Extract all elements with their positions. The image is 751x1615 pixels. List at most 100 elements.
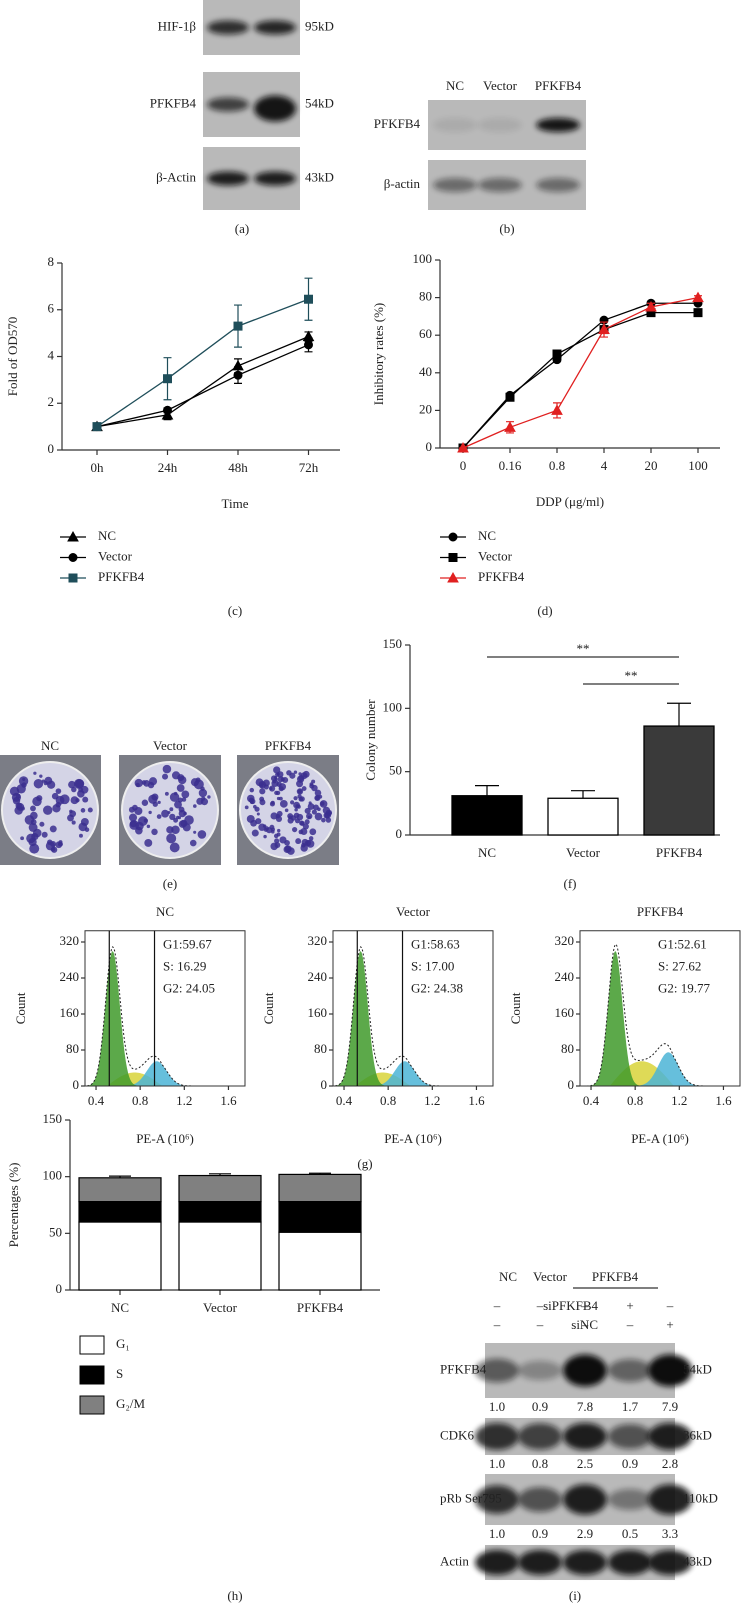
colony (195, 777, 201, 783)
colony (184, 815, 194, 825)
colony (71, 786, 77, 793)
legend-marker (67, 530, 79, 542)
y-tick-label: 40 (419, 364, 432, 379)
error-bar (234, 304, 242, 348)
colony (269, 824, 275, 830)
colony (300, 844, 308, 852)
colony (16, 784, 26, 794)
bar (451, 795, 523, 836)
quantification: 1.0 (489, 1456, 505, 1471)
error-bar (667, 702, 691, 727)
colony (157, 800, 161, 805)
colony (258, 823, 266, 831)
annotation-bg (407, 958, 491, 977)
quantification: 0.9 (622, 1456, 638, 1471)
colony (43, 805, 53, 815)
quantification: 0.8 (532, 1456, 548, 1471)
colony (314, 789, 322, 797)
plate-label: NC (41, 738, 59, 753)
colony (278, 796, 283, 801)
y-tick-label: 150 (43, 1111, 63, 1126)
x-tick-label: 1.2 (176, 1093, 192, 1108)
histogram-component (335, 951, 459, 1086)
significance-label: ** (625, 668, 638, 683)
legend-label: S (116, 1366, 123, 1381)
quantification: 1.0 (489, 1399, 505, 1414)
colony (299, 796, 305, 802)
colony (298, 772, 302, 776)
y-axis-label: Count (13, 992, 28, 1024)
y-tick-label: 60 (419, 326, 432, 341)
lane-label: NC (446, 78, 464, 93)
x-tick-label: PFKFB4 (297, 1300, 344, 1315)
colony (193, 830, 197, 834)
colony (255, 818, 262, 825)
colony (300, 828, 308, 835)
panel-caption: (e) (163, 876, 177, 891)
colony (151, 828, 158, 836)
colony (57, 841, 63, 847)
colony (50, 840, 57, 847)
colony (33, 778, 44, 789)
bar-segment (178, 1200, 262, 1223)
y-tick-label: 50 (389, 763, 402, 778)
y-tick-label: 0 (426, 439, 433, 454)
blot-band (563, 1423, 607, 1450)
x-tick-label: 1.2 (424, 1093, 440, 1108)
colony (319, 800, 328, 808)
colony (309, 782, 314, 787)
gate-annotation: G2: 24.38 (411, 981, 463, 996)
quantification: 7.9 (662, 1399, 678, 1414)
colony (300, 821, 305, 826)
y-tick-label: 0 (56, 1281, 63, 1296)
marker (163, 374, 172, 384)
colony (73, 778, 84, 789)
colony (169, 813, 176, 821)
y-tick-label: 0 (321, 1077, 328, 1092)
gate-annotation: G2: 24.05 (163, 981, 215, 996)
colony (41, 831, 48, 838)
x-tick-label: Vector (566, 845, 601, 860)
marker (233, 370, 243, 380)
colony (169, 842, 180, 853)
colony (59, 794, 70, 805)
blot-band (648, 1550, 692, 1575)
y-tick-label: 160 (555, 1005, 575, 1020)
marker (551, 404, 563, 415)
colony (200, 786, 205, 791)
quantification: 1.7 (622, 1399, 639, 1414)
colony (55, 788, 62, 794)
plate-label: PFKFB4 (265, 738, 312, 753)
colony (274, 838, 280, 844)
colony (275, 813, 281, 819)
blot-label: Actin (440, 1553, 469, 1568)
colony (49, 825, 57, 833)
colony (178, 775, 187, 785)
colony (71, 820, 76, 825)
gate-annotation: S: 27.62 (658, 959, 701, 974)
marker (505, 392, 515, 402)
blot-band (518, 1423, 562, 1450)
quantification: 7.8 (577, 1399, 593, 1414)
x-tick-label: 0.8 (627, 1093, 643, 1108)
lane-label: Vector (533, 1269, 568, 1284)
quantification: 0.9 (532, 1399, 548, 1414)
y-tick-label: 240 (60, 969, 80, 984)
colony (301, 786, 307, 791)
colony (311, 809, 317, 815)
colony (198, 788, 208, 798)
significance-label: ** (577, 641, 590, 656)
colony (270, 775, 277, 782)
colony (79, 833, 83, 838)
quantification: 2.5 (577, 1456, 593, 1471)
colony (69, 810, 77, 818)
x-tick-label: 0.16 (499, 458, 522, 473)
legend-marker (68, 553, 78, 562)
marker (92, 422, 102, 432)
bar-segment (278, 1200, 362, 1233)
gate-annotation: G1:52.61 (658, 937, 707, 952)
y-tick-label: 320 (308, 933, 328, 948)
colony (200, 798, 209, 806)
blot-band (518, 1550, 562, 1575)
treatment-label: siPFKFB4 (543, 1298, 598, 1313)
